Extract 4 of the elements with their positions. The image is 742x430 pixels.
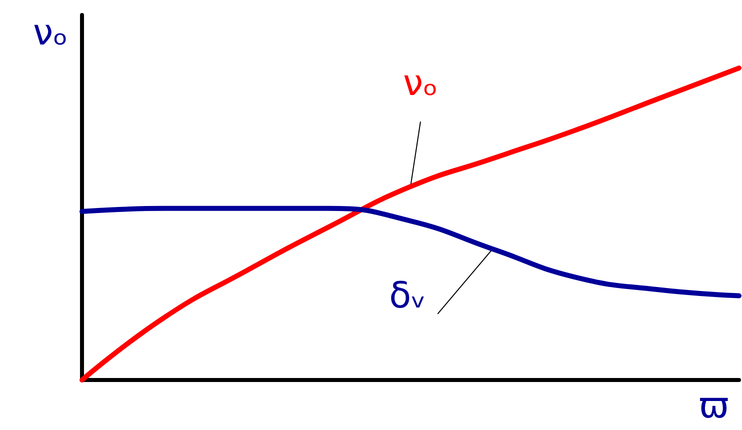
series-label: δᵥ — [389, 275, 426, 316]
x-axis-title: ϖ — [698, 386, 729, 426]
series-label: νₒ — [403, 63, 438, 104]
y-axis-title: νₒ — [33, 12, 68, 54]
